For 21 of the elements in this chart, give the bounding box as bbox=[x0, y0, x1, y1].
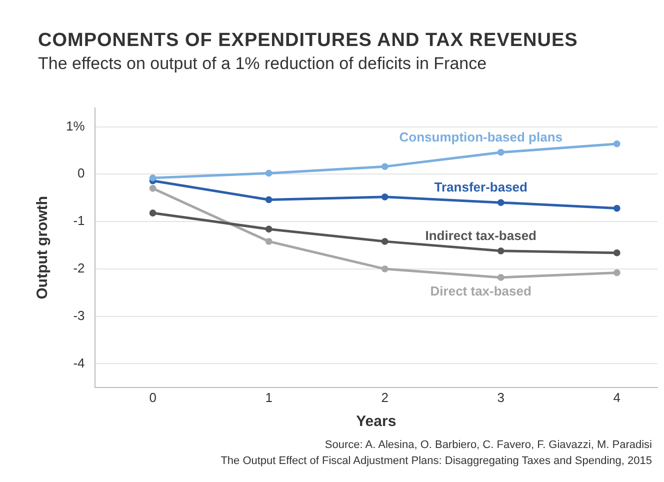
y-tick-label: -4 bbox=[73, 355, 85, 370]
series-label: Transfer-based bbox=[434, 180, 528, 195]
y-tick-label: 1% bbox=[66, 118, 86, 134]
x-tick-label: 1 bbox=[265, 390, 272, 405]
series-label: Consumption-based plans bbox=[399, 129, 562, 144]
y-tick-label: -2 bbox=[73, 260, 85, 276]
x-tick-label: 0 bbox=[149, 390, 156, 405]
y-tick-label: 0 bbox=[78, 166, 85, 181]
x-tick-label: 3 bbox=[497, 390, 504, 405]
x-axis-title: Years bbox=[356, 413, 396, 430]
chart-subtitle: The effects on output of a 1% reduction of deficits in France bbox=[38, 54, 487, 74]
series-label: Indirect tax-based bbox=[425, 228, 537, 243]
text: The Output Effect of Fiscal Adjustment Plans: Disaggregating Taxes and Spending, 2015 bbox=[220, 454, 652, 469]
y-tick-label: -1 bbox=[73, 213, 85, 228]
y-tick-label: -3 bbox=[73, 308, 85, 323]
series-label: Direct tax-based bbox=[430, 284, 532, 299]
y-axis-title: Output growth bbox=[34, 196, 52, 300]
x-tick-label: 4 bbox=[613, 390, 621, 405]
x-tick-label: 2 bbox=[381, 390, 388, 405]
chart-title: COMPONENTS OF EXPENDITURES AND TAX REVENUES bbox=[38, 30, 578, 52]
source-note: Source: A. Alesina, O. Barbiero, C. Favero, F. Giavazzi, M. Paradisi bbox=[324, 438, 652, 453]
